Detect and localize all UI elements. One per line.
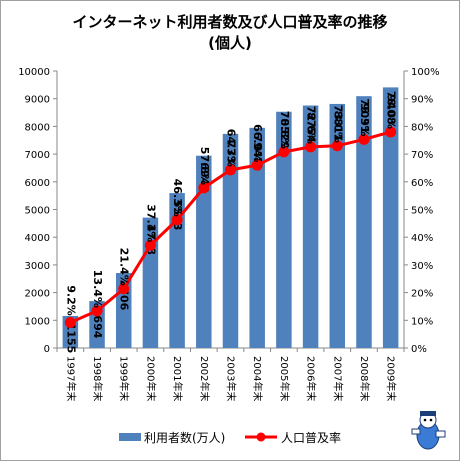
legend-label-users: 利用者数(万人) xyxy=(144,430,225,445)
left-tick-label: 6000 xyxy=(25,178,50,189)
rate-value-label: 21.4% xyxy=(118,248,131,286)
right-tick-label: 0% xyxy=(411,344,427,355)
rate-value-label: 46.3% xyxy=(171,179,184,217)
bar-value-label: 9091 xyxy=(358,103,371,134)
x-tick-label: 2001年末 xyxy=(171,356,184,401)
left-tick-label: 4000 xyxy=(25,233,50,244)
right-tick-label: 60% xyxy=(411,178,433,189)
left-tick-label: 0 xyxy=(44,344,50,355)
rate-value-label: 78.0% xyxy=(385,91,398,129)
left-tick-label: 9000 xyxy=(25,95,50,106)
rate-value-label: 70.8% xyxy=(278,111,291,149)
rate-marker xyxy=(385,126,397,138)
x-tick-label: 2000年末 xyxy=(144,356,157,401)
x-tick-label: 2004年末 xyxy=(251,356,264,401)
left-tick-label: 8000 xyxy=(25,122,50,133)
x-tick-label: 1997年末 xyxy=(64,356,77,401)
rate-value-label: 9.2% xyxy=(64,285,77,316)
rate-value-label: 57.8% xyxy=(198,147,211,185)
right-tick-label: 100% xyxy=(411,67,440,78)
rate-marker xyxy=(198,182,210,194)
bar xyxy=(249,127,265,349)
plot-area: 0 1000 2000 3000 4000 5000 6000 7000 8000 9000 100… xyxy=(18,67,439,401)
rate-value-label: 75.3% xyxy=(358,98,371,136)
legend-swatch-rate-marker xyxy=(256,432,266,442)
rate-marker xyxy=(171,214,183,226)
x-tick-label: 2003年末 xyxy=(225,356,238,401)
bar xyxy=(302,105,319,349)
rate-value-label: 73.0% xyxy=(331,105,344,143)
rate-marker xyxy=(251,159,263,171)
bar-value-label: 8529 xyxy=(278,118,291,149)
rate-marker xyxy=(305,141,317,153)
left-tick-label: 2000 xyxy=(25,289,50,300)
x-tick-label: 2002年末 xyxy=(198,356,211,401)
legend-label-rate: 人口普及率 xyxy=(281,430,341,445)
bar xyxy=(276,111,292,348)
bar xyxy=(382,87,399,348)
rate-value-label: 13.4% xyxy=(91,270,104,308)
left-tick-label: 1000 xyxy=(25,316,50,327)
legend-swatch-users xyxy=(119,433,141,441)
rate-marker xyxy=(64,317,76,329)
mascot-illustration xyxy=(411,411,446,450)
bar xyxy=(196,155,212,348)
x-tick-label: 1999年末 xyxy=(118,356,131,401)
bar xyxy=(222,133,239,348)
rate-marker xyxy=(91,305,103,317)
rate-value-label: 72.6% xyxy=(305,106,318,144)
right-tick-label: 20% xyxy=(411,289,433,300)
legend: 利用者数(万人) 人口普及率 xyxy=(119,430,341,445)
rate-marker xyxy=(225,164,236,176)
rate-value-label: 37.1% xyxy=(144,204,157,242)
x-tick-label: 2009年末 xyxy=(385,356,398,401)
rate-value-label: 64.3% xyxy=(225,129,238,167)
bar-value-label: 9408 xyxy=(385,94,398,125)
right-tick-label: 30% xyxy=(411,261,433,272)
rate-value-label: 66.0% xyxy=(251,124,264,162)
left-tick-label: 3000 xyxy=(25,261,50,272)
bar xyxy=(329,103,346,348)
left-tick-label: 7000 xyxy=(25,150,50,161)
x-tick-label: 2005年末 xyxy=(278,356,291,401)
chart-subtitle: (個人) xyxy=(208,34,252,52)
bar-value-label: 7948 xyxy=(251,135,264,166)
rate-marker xyxy=(144,239,156,251)
left-tick-label: 5000 xyxy=(25,206,50,217)
x-tick-label: 2006年末 xyxy=(305,356,318,401)
bar-value-label: 7730 xyxy=(225,141,238,172)
bar-value-label: 1155 xyxy=(64,323,77,354)
x-tick-label: 1998年末 xyxy=(91,356,104,401)
x-tick-label: 2008年末 xyxy=(358,356,371,401)
bar-value-label: 8811 xyxy=(331,111,344,142)
rate-marker xyxy=(118,283,130,295)
x-tick-label: 2007年末 xyxy=(331,356,344,401)
right-tick-label: 90% xyxy=(411,95,433,106)
right-tick-label: 40% xyxy=(411,233,433,244)
bar xyxy=(169,193,185,348)
bar xyxy=(356,96,372,349)
right-tick-label: 50% xyxy=(411,206,433,217)
right-tick-label: 10% xyxy=(411,316,433,327)
right-tick-label: 80% xyxy=(411,122,433,133)
left-tick-label: 10000 xyxy=(18,67,50,78)
right-tick-label: 70% xyxy=(411,150,433,161)
bar-value-label: 8754 xyxy=(305,112,318,143)
rate-marker xyxy=(331,140,343,152)
rate-marker xyxy=(358,133,370,145)
chart-title: インターネット利用者数及び人口普及率の推移 xyxy=(72,13,387,31)
rate-marker xyxy=(278,146,290,158)
